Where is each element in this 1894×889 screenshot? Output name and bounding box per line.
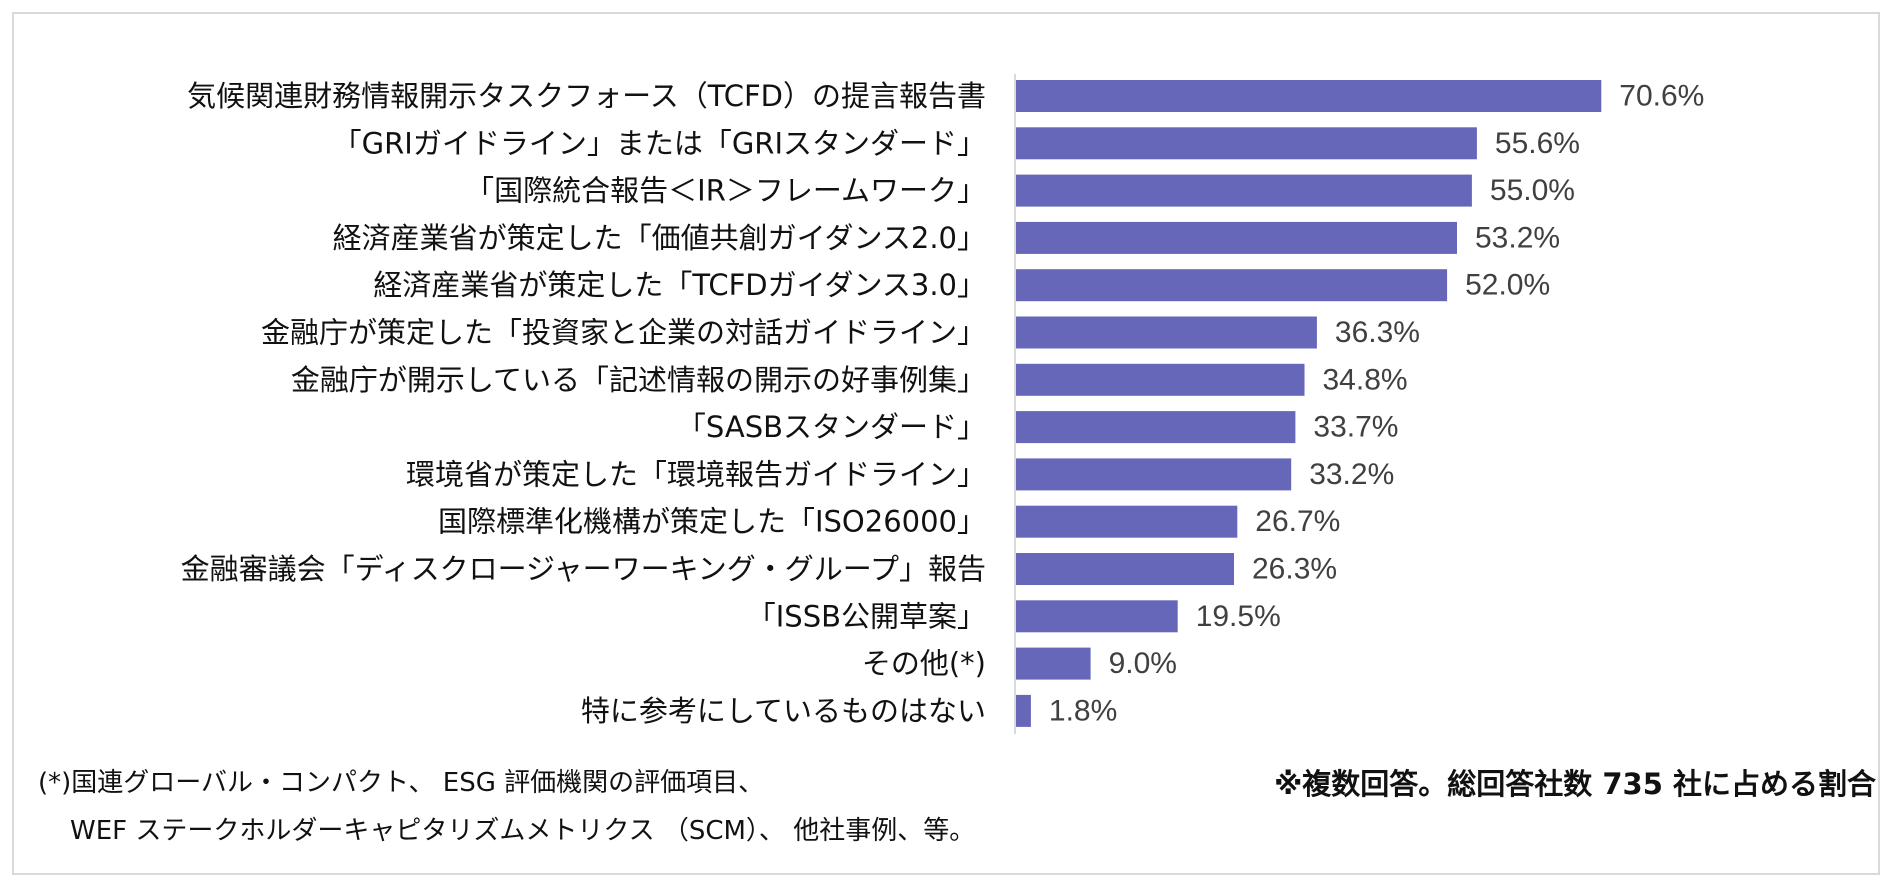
bar-2 xyxy=(1016,174,1472,207)
value-label-6: 34.8% xyxy=(1323,363,1408,396)
value-label-8: 33.2% xyxy=(1309,458,1394,491)
category-label-6: 金融庁が開示している「記述情報の開示の好事例集」 xyxy=(291,363,986,397)
value-label-4: 52.0% xyxy=(1465,269,1550,302)
bar-12 xyxy=(1016,647,1091,680)
category-label-5: 金融庁が策定した「投資家と企業の対話ガイドライン」 xyxy=(261,316,986,350)
value-label-13: 1.8% xyxy=(1049,694,1117,727)
value-label-0: 70.6% xyxy=(1619,80,1704,113)
chart-frame xyxy=(12,12,1880,875)
value-label-7: 33.7% xyxy=(1313,411,1398,444)
response-basis-note: ※複数回答。総回答社数 735 社に占める割合 xyxy=(1274,767,1876,801)
category-label-7: 「SASBスタンダード」 xyxy=(677,410,986,444)
value-label-10: 26.3% xyxy=(1252,553,1337,586)
footnote-line-1: (*)国連グローバル・コンパクト、 ESG 評価機関の評価項目、 xyxy=(38,768,765,798)
category-label-8: 環境省が策定した「環境報告ガイドライン」 xyxy=(406,457,986,491)
category-label-0: 気候関連財務情報開示タスクフォース（TCFD）の提言報告書 xyxy=(187,79,986,113)
value-label-1: 55.6% xyxy=(1495,127,1580,160)
value-label-9: 26.7% xyxy=(1255,505,1340,538)
bar-11 xyxy=(1016,600,1178,633)
category-label-11: 「ISSB公開草案」 xyxy=(747,599,986,633)
bar-5 xyxy=(1016,316,1317,349)
value-labels-group: 70.6% 55.6% 55.0% 53.2% 52.0% 36.3% 34.8% 33.7%… xyxy=(1049,80,1704,728)
bar-8 xyxy=(1016,458,1292,491)
bars-group xyxy=(1016,80,1602,727)
bar-6 xyxy=(1016,363,1305,396)
bar-3 xyxy=(1016,221,1457,254)
bar-9 xyxy=(1016,505,1238,538)
category-label-3: 経済産業省が策定した「価値共創ガイダンス2.0」 xyxy=(333,221,986,255)
category-labels-group: 気候関連財務情報開示タスクフォース（TCFD）の提言報告書「GRIガイドライン」… xyxy=(181,79,986,728)
footnote-line-2: WEF ステークホルダーキャピタリズムメトリクス （SCM）、 他社事例、等。 xyxy=(70,816,976,846)
category-label-13: 特に参考にしているものはない xyxy=(581,694,986,728)
category-label-10: 金融審議会「ディスクロージャーワーキング・グループ」報告 xyxy=(181,552,986,586)
bar-10 xyxy=(1016,553,1234,585)
value-label-5: 36.3% xyxy=(1335,316,1420,349)
bar-13 xyxy=(1016,694,1031,727)
horizontal-bar-chart: 気候関連財務情報開示タスクフォース（TCFD）の提言報告書「GRIガイドライン」… xyxy=(181,74,1704,734)
category-label-4: 経済産業省が策定した「TCFDガイダンス3.0」 xyxy=(373,268,986,302)
value-label-2: 55.0% xyxy=(1490,174,1575,207)
bar-4 xyxy=(1016,269,1448,302)
category-label-1: 「GRIガイドライン」または「GRIスタンダード」 xyxy=(333,126,986,160)
category-label-12: その他(*) xyxy=(862,647,986,681)
bar-1 xyxy=(1016,127,1477,160)
category-label-9: 国際標準化機構が策定した「ISO26000」 xyxy=(438,505,986,539)
value-label-11: 19.5% xyxy=(1196,600,1281,633)
category-label-2: 「国際統合報告＜IR＞フレームワーク」 xyxy=(465,174,986,208)
value-label-12: 9.0% xyxy=(1109,647,1177,680)
value-label-3: 53.2% xyxy=(1475,221,1560,254)
bar-7 xyxy=(1016,411,1296,444)
bar-0 xyxy=(1016,80,1602,112)
